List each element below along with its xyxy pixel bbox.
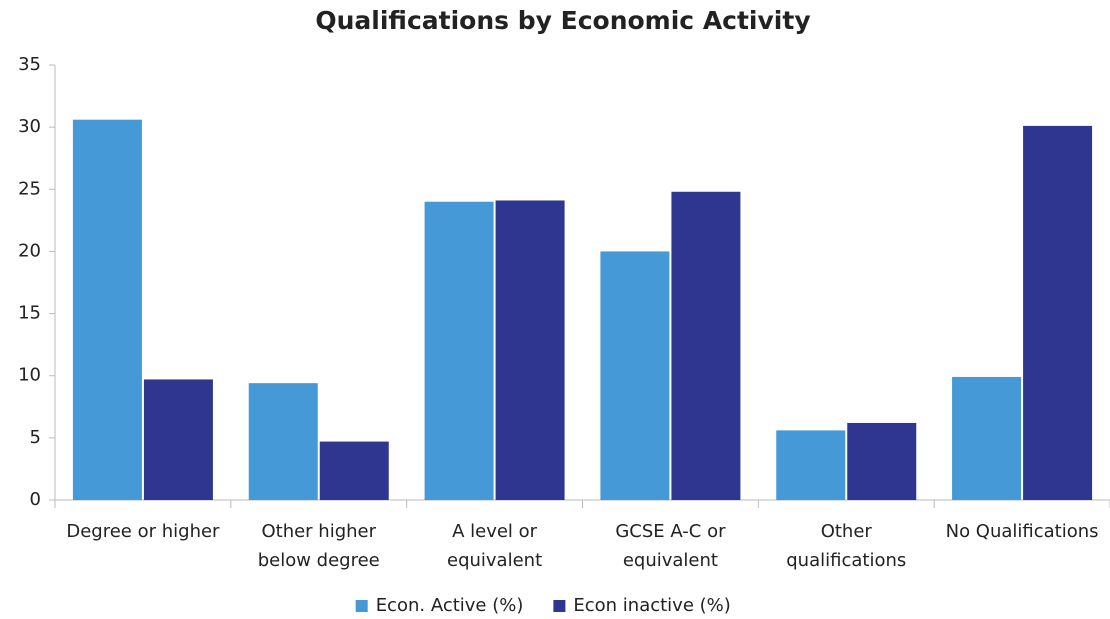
y-tick-label: 10 xyxy=(18,365,41,386)
legend-swatch xyxy=(355,600,368,612)
x-tick-label: A level or xyxy=(452,521,538,542)
y-tick-label: 20 xyxy=(18,240,41,261)
bar xyxy=(952,376,1022,500)
bar xyxy=(319,441,389,500)
bar xyxy=(424,201,494,500)
x-tick-label: GCSE A-C or xyxy=(615,521,726,542)
x-tick-label: Other xyxy=(821,521,873,542)
x-tick-label: below degree xyxy=(258,550,380,571)
y-tick-label: 35 xyxy=(18,54,41,75)
bar xyxy=(495,200,565,500)
y-tick-label: 30 xyxy=(18,116,41,137)
y-tick-label: 5 xyxy=(30,427,41,448)
y-tick-label: 15 xyxy=(18,303,41,324)
y-tick-label: 25 xyxy=(18,178,41,199)
x-tick-label: Other higher xyxy=(261,521,376,542)
y-tick-label: 0 xyxy=(30,489,41,510)
legend-label: Econ. Active (%) xyxy=(376,595,524,616)
bar xyxy=(600,251,670,500)
bar xyxy=(248,383,318,500)
x-tick-label: equivalent xyxy=(623,550,718,571)
x-tick-label: No Qualifications xyxy=(946,521,1099,542)
bar xyxy=(1023,125,1093,501)
bar xyxy=(776,430,846,500)
chart-title: Qualifications by Economic Activity xyxy=(315,6,810,35)
x-tick-label: equivalent xyxy=(447,550,542,571)
legend-swatch xyxy=(553,600,566,612)
legend-label: Econ inactive (%) xyxy=(573,595,730,616)
bar xyxy=(72,119,142,500)
x-tick-label: Degree or higher xyxy=(66,521,220,542)
bar xyxy=(143,379,213,500)
bar xyxy=(671,191,741,500)
x-tick-label: qualifications xyxy=(786,550,906,571)
bar xyxy=(847,422,917,500)
